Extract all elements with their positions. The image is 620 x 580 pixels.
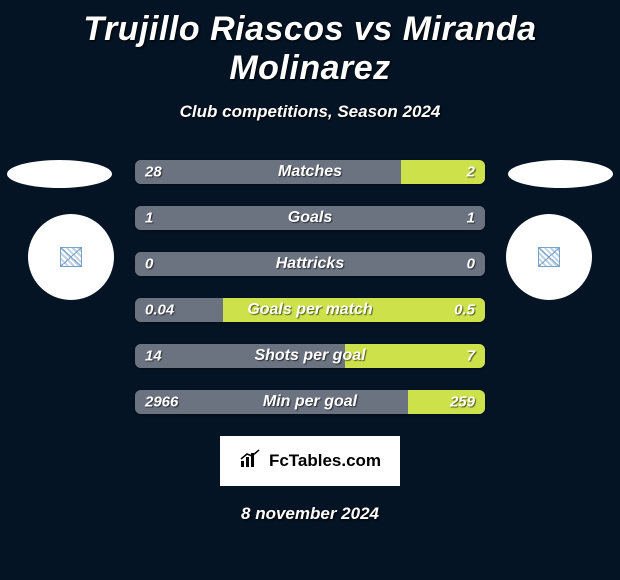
left-player-avatar bbox=[28, 214, 114, 300]
stat-row: 282Matches bbox=[135, 160, 485, 184]
source-logo: FcTables.com bbox=[220, 436, 400, 486]
stat-label: Goals bbox=[135, 209, 485, 227]
stat-row: 11Goals bbox=[135, 206, 485, 230]
stat-row: 2966259Min per goal bbox=[135, 390, 485, 414]
stat-row: 0.040.5Goals per match bbox=[135, 298, 485, 322]
stat-label: Shots per goal bbox=[135, 347, 485, 365]
stat-row: 00Hattricks bbox=[135, 252, 485, 276]
page-subtitle: Club competitions, Season 2024 bbox=[0, 102, 620, 122]
stat-label: Goals per match bbox=[135, 301, 485, 319]
stat-label: Matches bbox=[135, 163, 485, 181]
stat-row: 147Shots per goal bbox=[135, 344, 485, 368]
stat-label: Min per goal bbox=[135, 393, 485, 411]
right-team-ellipse bbox=[508, 160, 613, 188]
right-player-avatar bbox=[506, 214, 592, 300]
image-placeholder-icon bbox=[538, 247, 560, 267]
left-team-ellipse bbox=[7, 160, 112, 188]
stat-label: Hattricks bbox=[135, 255, 485, 273]
chart-icon bbox=[239, 449, 263, 474]
stat-bars: 282Matches 11Goals 00Hattricks 0.040.5Goals… bbox=[135, 160, 485, 414]
comparison-date: 8 november 2024 bbox=[0, 504, 620, 524]
page-title: Trujillo Riascos vs Miranda Molinarez bbox=[0, 0, 620, 88]
source-logo-text: FcTables.com bbox=[269, 451, 381, 471]
image-placeholder-icon bbox=[60, 247, 82, 267]
comparison-panel: 282Matches 11Goals 00Hattricks 0.040.5Goals… bbox=[0, 160, 620, 414]
